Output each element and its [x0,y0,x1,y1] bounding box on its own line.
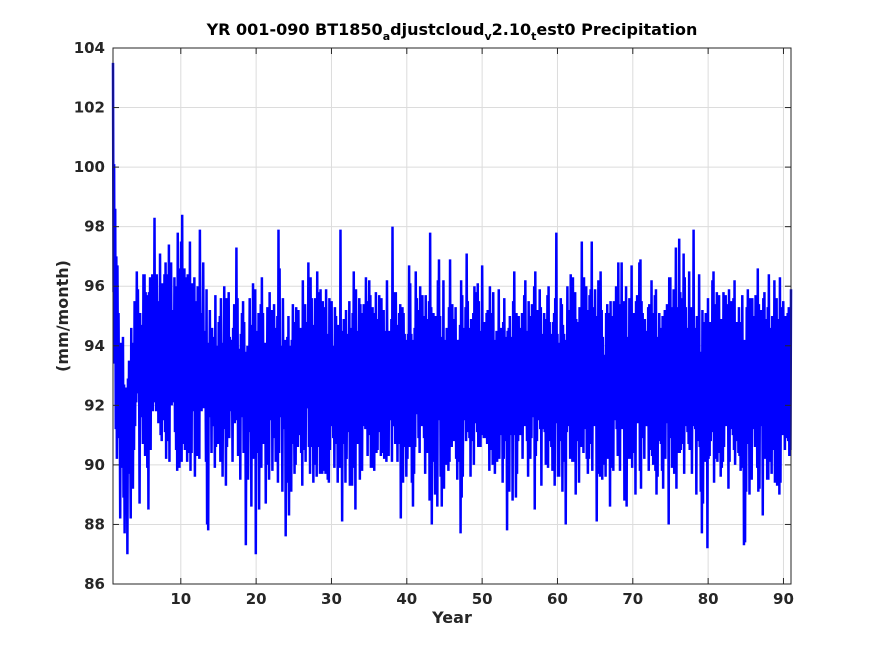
title-subscript: v [484,30,492,43]
y-axis-ticks: 86 88 90 92 94 96 98 100 102 104 [74,39,791,593]
x-tick-label: 30 [321,590,342,608]
y-tick-label: 102 [74,99,105,117]
x-tick-label: 20 [246,590,267,608]
y-tick-label: 94 [84,337,105,355]
title-subscript: t [531,30,536,43]
y-tick-label: 88 [84,515,105,533]
x-tick-label: 40 [396,590,417,608]
x-tick-label: 50 [472,590,493,608]
x-tick-label: 80 [698,590,719,608]
title-segment: est0 Precipitation [536,20,697,39]
title-subscript: a [383,30,390,43]
series-layer [111,62,793,555]
title-segment: 2.10 [492,20,531,39]
y-tick-label: 86 [84,575,105,593]
y-tick-label: 104 [74,39,105,57]
x-tick-label: 10 [170,590,191,608]
title-segment: YR 001-090 BT1850 [206,20,383,39]
y-tick-label: 92 [84,396,105,414]
x-axis-label: Year [431,608,472,627]
y-tick-label: 100 [74,158,105,176]
y-axis-label: (mm/month) [53,260,72,372]
x-axis-ticks: 10 20 30 40 50 60 70 80 90 [170,48,794,608]
precipitation-series-line [111,62,793,555]
title-segment: djustcloud [390,20,484,39]
y-tick-label: 90 [84,456,105,474]
x-tick-label: 90 [773,590,794,608]
y-tick-label: 98 [84,218,105,236]
chart-title: YR 001-090 BT1850adjustcloudv2.10test0 P… [206,20,698,43]
x-tick-label: 60 [547,590,568,608]
axes-box [112,47,792,585]
x-tick-label: 70 [622,590,643,608]
y-tick-label: 96 [84,277,105,295]
